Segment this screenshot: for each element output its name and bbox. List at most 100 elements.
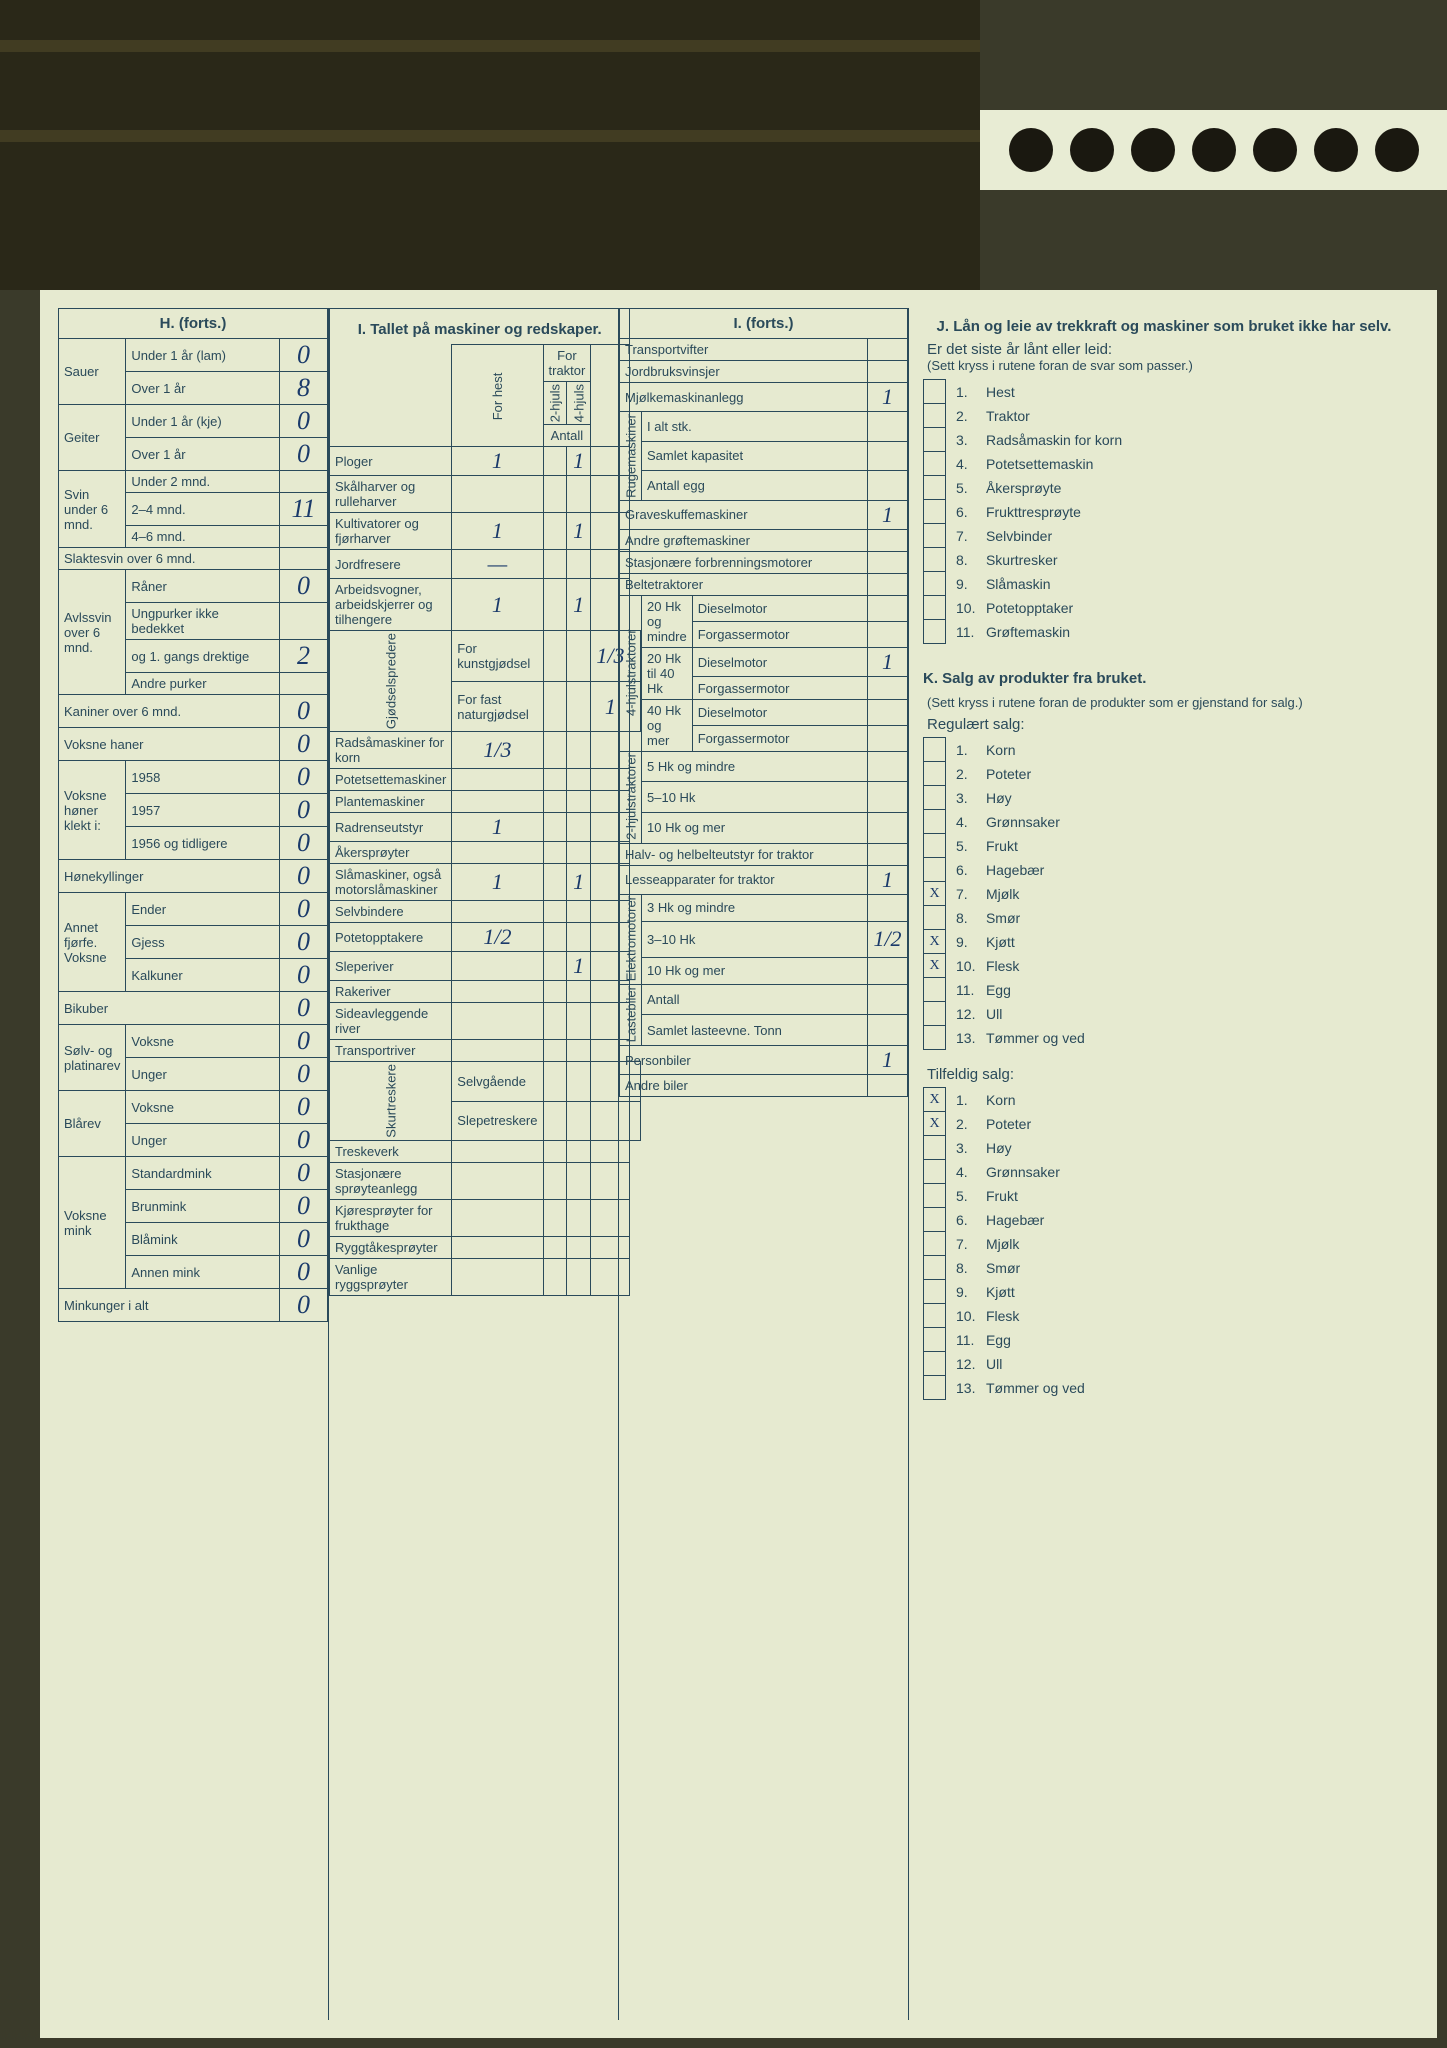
- checkbox[interactable]: [924, 786, 946, 810]
- checkbox[interactable]: [924, 1160, 946, 1184]
- checkbox[interactable]: [924, 476, 946, 500]
- checkbox[interactable]: X: [924, 954, 946, 978]
- checkbox[interactable]: [924, 620, 946, 644]
- checkbox[interactable]: X: [924, 930, 946, 954]
- i2-label: Antall: [642, 984, 868, 1015]
- list-number: 2.: [946, 404, 981, 428]
- checkbox[interactable]: [924, 1026, 946, 1050]
- checkbox[interactable]: [924, 1256, 946, 1280]
- checkbox[interactable]: X: [924, 1112, 946, 1136]
- list-number: 9.: [946, 1280, 981, 1304]
- h-value: 0: [280, 1256, 328, 1289]
- h-label: Ungpurker ikke bedekket: [126, 603, 280, 640]
- checkbox[interactable]: [924, 1328, 946, 1352]
- i-value: [567, 769, 591, 791]
- i-label: Slepetreskere: [452, 1101, 543, 1140]
- checkbox[interactable]: [924, 404, 946, 428]
- checkbox[interactable]: [924, 596, 946, 620]
- checkbox[interactable]: [924, 738, 946, 762]
- i-value: [567, 1259, 591, 1296]
- i2-value: [868, 894, 908, 921]
- h-label: Andre purker: [126, 673, 280, 695]
- i-value: [567, 1141, 591, 1163]
- i-value: [543, 842, 567, 864]
- h-label: Ender: [126, 893, 280, 926]
- checkbox[interactable]: [924, 428, 946, 452]
- i2-sub: 40 Hk og mer: [642, 699, 693, 751]
- i2-label: Jordbruksvinsjer: [620, 361, 868, 383]
- list-number: 13.: [946, 1376, 981, 1400]
- checkbox[interactable]: [924, 548, 946, 572]
- section-j-title: J. Lån og leie av trekkraft og maskiner …: [909, 308, 1419, 341]
- list-label: Åkersprøyte: [981, 476, 1127, 500]
- list-number: 8.: [946, 906, 981, 930]
- h-value: 0: [280, 959, 328, 992]
- h-group: Blårev: [59, 1091, 126, 1157]
- list-label: Flesk: [981, 1304, 1090, 1328]
- i2-value: [868, 812, 908, 843]
- i2-label: Beltetraktorer: [620, 573, 868, 595]
- checkbox[interactable]: [924, 1232, 946, 1256]
- checkbox[interactable]: [924, 500, 946, 524]
- i2-value: 1: [868, 500, 908, 529]
- list-label: Kjøtt: [981, 930, 1090, 954]
- list-label: Frukt: [981, 1184, 1090, 1208]
- checkbox[interactable]: [924, 1376, 946, 1400]
- checkbox[interactable]: [924, 906, 946, 930]
- checkbox[interactable]: [924, 1002, 946, 1026]
- i-group: Skurtreskere: [330, 1062, 452, 1141]
- i-value: [567, 923, 591, 952]
- i2-value: [868, 677, 908, 699]
- i-value: [452, 1237, 543, 1259]
- h-label: Annen mink: [126, 1256, 280, 1289]
- list-label: Ull: [981, 1352, 1090, 1376]
- checkbox[interactable]: [924, 1352, 946, 1376]
- checkbox[interactable]: [924, 1208, 946, 1232]
- h-value: [280, 471, 328, 493]
- section-j-subtitle: Er det siste år lånt eller leid:: [909, 341, 1419, 358]
- checkbox[interactable]: [924, 1304, 946, 1328]
- checkbox[interactable]: [924, 1184, 946, 1208]
- i-label: Selvbindere: [330, 901, 452, 923]
- list-number: 11.: [946, 1328, 981, 1352]
- h-value: 0: [280, 1289, 328, 1322]
- checkbox[interactable]: [924, 452, 946, 476]
- list-label: Tømmer og ved: [981, 1376, 1090, 1400]
- checkbox[interactable]: X: [924, 1088, 946, 1112]
- list-label: Potetsettemaskin: [981, 452, 1127, 476]
- checkbox[interactable]: [924, 524, 946, 548]
- checkbox[interactable]: [924, 1136, 946, 1160]
- checkbox[interactable]: X: [924, 882, 946, 906]
- i-value: [452, 476, 543, 513]
- list-number: 2.: [946, 762, 981, 786]
- reg-title: Regulært salg:: [909, 714, 1419, 737]
- i-value: [452, 901, 543, 923]
- i-value: [452, 1200, 543, 1237]
- i-value: 1: [567, 579, 591, 631]
- checkbox[interactable]: [924, 762, 946, 786]
- h-label: 1957: [126, 794, 280, 827]
- list-number: 1.: [946, 738, 981, 762]
- checkbox[interactable]: [924, 572, 946, 596]
- h-label: Under 2 mnd.: [126, 471, 280, 493]
- h-label: 4–6 mnd.: [126, 526, 280, 548]
- i-value: 1: [567, 952, 591, 981]
- checkbox[interactable]: [924, 1280, 946, 1304]
- i-value: [567, 681, 591, 732]
- checkbox[interactable]: [924, 834, 946, 858]
- h-value: 11: [280, 493, 328, 526]
- i2-value: 1: [868, 647, 908, 677]
- i2-value: [868, 843, 908, 865]
- checkbox[interactable]: [924, 858, 946, 882]
- i-label: Jordfresere: [330, 550, 452, 579]
- checkbox[interactable]: [924, 810, 946, 834]
- h-label: 2–4 mnd.: [126, 493, 280, 526]
- list-label: Grønnsaker: [981, 1160, 1090, 1184]
- i-value: [452, 1040, 543, 1062]
- i-label: Kultivatorer og fjørharver: [330, 513, 452, 550]
- checkbox[interactable]: [924, 978, 946, 1002]
- list-number: 5.: [946, 476, 981, 500]
- list-label: Egg: [981, 978, 1090, 1002]
- checkbox[interactable]: [924, 380, 946, 404]
- h-label: Blåmink: [126, 1223, 280, 1256]
